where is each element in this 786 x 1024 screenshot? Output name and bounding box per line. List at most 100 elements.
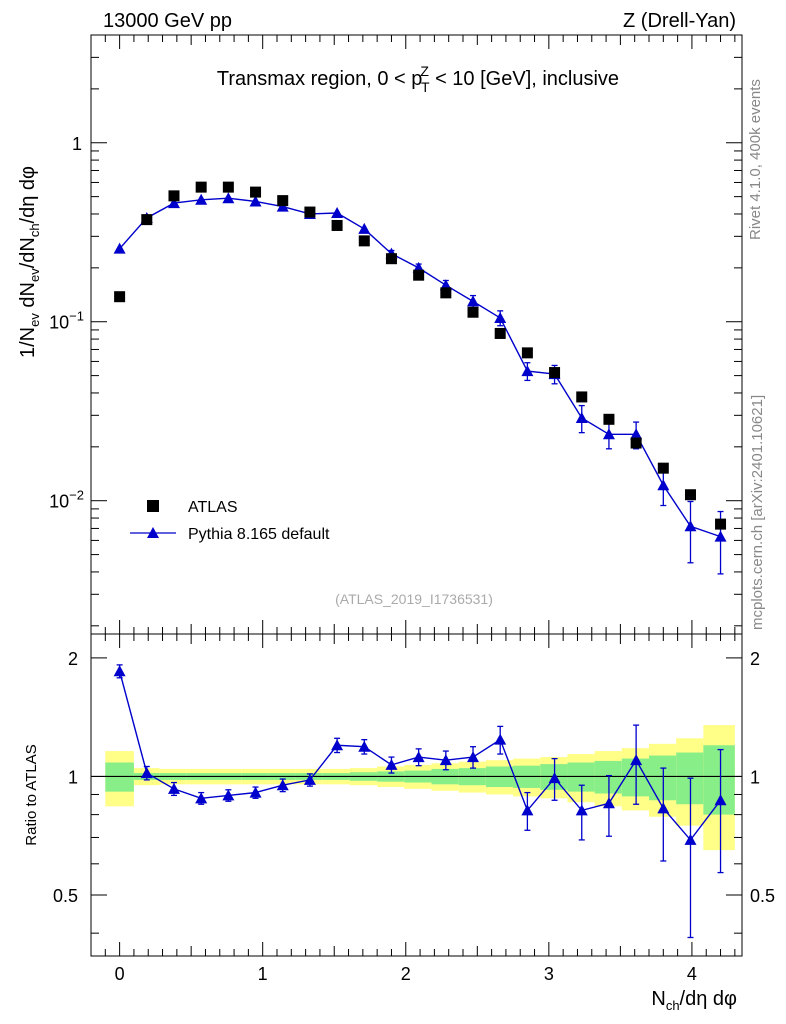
atlas-main-point [440,287,452,299]
ratio-plot-frame [90,633,743,957]
atlas-main-point [467,306,479,318]
mc-main-point [113,242,126,254]
mc-ratio-point [113,665,126,677]
ylabel-p1: 1/N [17,327,39,358]
mc-main-point [657,479,670,491]
legend-data-label: ATLAS [188,499,238,516]
mc-ratio-point [684,833,697,845]
title-post: < 10 [GeV], inclusive [430,68,620,90]
legend-data-marker [147,500,159,512]
mc-main-point [575,411,588,423]
band-inner [567,762,595,792]
atlas-main-point [222,181,234,193]
mc-main-point [358,222,371,234]
ylabel-p3: /dN [17,237,39,268]
analysis-id: (ATLAS_2019_I1736531) [335,591,493,607]
y-tick-label-main: 1 [72,134,82,154]
y-axis-label-ratio: Ratio to ATLAS [23,744,40,845]
title-pre: Transmax region, 0 < p [217,68,422,90]
y-tick-label-main: 10−2 [49,488,84,512]
mc-ratio-point [521,804,534,816]
mc-main-point [167,197,180,209]
x-tick-label: 2 [401,964,411,984]
x-tick-label: 3 [544,964,554,984]
mc-ratio-point [140,767,153,779]
y-tick-label-ratio-left: 0.5 [53,886,78,906]
mc-ratio-point [714,794,727,806]
atlas-main-point [304,206,316,218]
ratio-uncertainty-bands [105,725,735,851]
mc-main-point [494,311,507,323]
y-tick-label-main: 10−1 [49,309,84,333]
ylabel-s2: ev [27,268,42,282]
title-sup: Z [420,63,429,79]
mc-ratio-point [249,786,262,798]
atlas-main-point [549,367,561,379]
mc-ratio-point [358,740,371,752]
atlas-main-point [195,181,207,193]
plot-title: Transmax region, 0 < pZ T < 10 [GeV], inc… [217,63,619,95]
mc-ratio-point [494,733,507,745]
atlas-main-point [385,253,397,265]
ylabel-p2: dN [17,282,39,313]
atlas-main-point [715,518,727,530]
ylabel-s3: ch [27,223,42,237]
atlas-main-point [684,489,696,501]
atlas-main-series [114,181,727,530]
ylabel-s1: ev [27,313,42,327]
atlas-main-point [657,462,669,474]
mc-ratio-point [548,772,561,784]
band-inner [105,762,134,792]
header-right: Z (Drell-Yan) [623,10,736,32]
ylabel-p4: /dη dφ [17,166,39,223]
mc-ratio-point [303,773,316,785]
mc-ratio-point [222,789,235,801]
mc-ratio-point [412,751,425,763]
legend: ATLAS Pythia 8.165 default [130,499,330,543]
mc-main-point [602,428,615,440]
atlas-main-point [168,190,180,202]
mcplots-label: mcplots.cern.ch [arXiv:2401.10621] [749,395,766,630]
mc-ratio-point [167,782,180,794]
mc-ratio-series [113,664,727,939]
mc-main-point [195,193,208,205]
atlas-main-point [358,235,370,247]
y-tick-label-ratio-left: 1 [68,767,78,787]
y-tick-label-ratio-right: 0.5 [750,886,775,906]
mc-main-point [222,192,235,204]
xlabel-p1: N [651,988,665,1010]
rivet-label: Rivet 4.1.0, 400k events [747,79,764,240]
mc-ratio-point [439,754,452,766]
xlabel-p2: /dη dφ [680,988,737,1010]
mc-ratio-point [630,754,643,766]
atlas-main-point [576,391,588,403]
mc-main-point [714,530,727,542]
atlas-main-point [277,195,289,207]
atlas-main-point [141,214,153,226]
mc-main-point [249,195,262,207]
mc-main-series [113,192,727,575]
mc-ratio-point [331,739,344,751]
mc-ratio-point [602,797,615,809]
mc-ratio-point [467,751,480,763]
atlas-main-point [331,219,343,231]
x-tick-label: 0 [115,964,125,984]
atlas-main-point [114,291,126,303]
y-axis-label-main: 1/Nev dNev/dNch/dη dφ [17,166,42,358]
xlabel-s1: ch [666,998,680,1013]
y-tick-label-ratio-right: 1 [750,767,760,787]
legend-mc-label: Pythia 8.165 default [188,526,330,543]
mc-main-point [630,428,643,440]
header-left: 13000 GeV pp [103,10,232,32]
y-tick-label-ratio-right: 2 [750,649,760,669]
atlas-main-point [630,437,642,449]
mc-main-point [331,207,344,219]
mc-main-point [467,295,480,307]
mc-ratio-point [276,779,289,791]
title-sub: T [421,79,430,95]
legend-mc-marker [147,527,159,538]
mc-ratio-point [575,804,588,816]
mc-ratio-point [385,758,398,770]
atlas-main-point [250,186,262,198]
